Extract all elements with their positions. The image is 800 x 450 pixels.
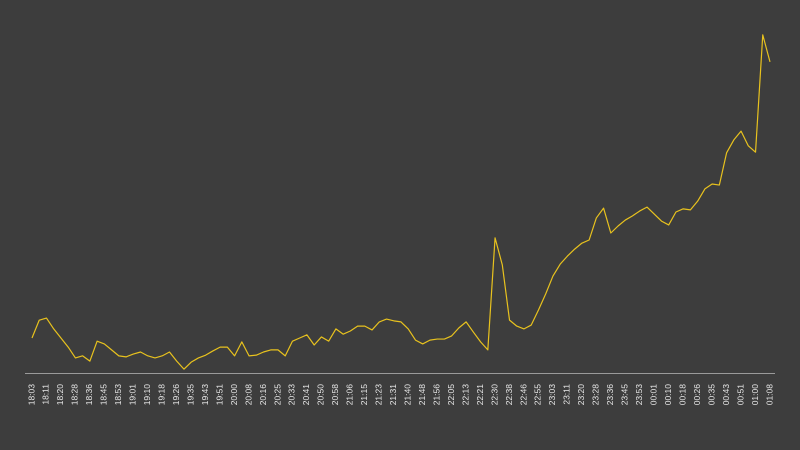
x-tick-label: 23:36 — [605, 384, 615, 406]
x-tick-label: 20:00 — [229, 384, 239, 406]
x-tick-label: 23:53 — [634, 384, 644, 406]
x-tick-label: 22:46 — [518, 384, 528, 406]
x-tick-label: 00:35 — [706, 384, 716, 406]
data-line — [31, 34, 771, 370]
x-tick-label: 20:58 — [330, 384, 340, 406]
x-tick-label: 00:26 — [692, 384, 702, 406]
x-tick-label: 01:08 — [764, 384, 774, 406]
x-tick-label: 18:53 — [113, 384, 123, 406]
x-tick-label: 20:08 — [243, 384, 253, 406]
x-tick-label: 21:15 — [359, 384, 369, 406]
x-tick-label: 21:06 — [345, 384, 355, 406]
x-tick-label: 18:11 — [41, 384, 51, 405]
x-tick-label: 18:28 — [70, 384, 80, 406]
x-tick-label: 22:55 — [533, 384, 543, 406]
x-tick-label: 20:50 — [316, 384, 326, 406]
x-tick-label: 18:36 — [84, 384, 94, 406]
x-tick-label: 00:18 — [677, 384, 687, 406]
x-tick-label: 23:03 — [547, 384, 557, 406]
x-tick-label: 01:00 — [750, 384, 760, 406]
x-tick-label: 19:10 — [142, 384, 152, 406]
x-tick-label: 21:48 — [417, 384, 427, 406]
x-tick-label: 19:01 — [128, 384, 138, 406]
x-tick-label: 19:26 — [171, 384, 181, 406]
x-tick-label: 20:41 — [301, 384, 311, 406]
x-tick-label: 20:33 — [287, 384, 297, 406]
x-tick-label: 22:05 — [446, 384, 456, 406]
x-tick-label: 19:35 — [185, 384, 195, 406]
x-tick-label: 21:23 — [374, 384, 384, 406]
x-tick-label: 21:56 — [431, 384, 441, 406]
x-tick-label: 00:51 — [735, 384, 745, 406]
x-tick-label: 22:13 — [460, 384, 470, 406]
x-tick-label: 23:45 — [620, 384, 630, 406]
x-tick-label: 23:28 — [591, 384, 601, 406]
x-tick-label: 21:31 — [388, 384, 398, 406]
x-tick-label: 18:45 — [99, 384, 109, 406]
x-tick-label: 18:20 — [55, 384, 65, 406]
x-tick-label: 23:20 — [576, 384, 586, 406]
x-tick-label: 20:16 — [258, 384, 268, 406]
x-tick-label: 19:43 — [200, 384, 210, 406]
x-tick-label: 19:18 — [156, 384, 166, 406]
x-tick-label: 21:40 — [402, 384, 412, 406]
x-tick-label: 00:10 — [663, 384, 673, 406]
x-tick-label: 00:01 — [648, 384, 658, 406]
x-tick-label: 22:30 — [489, 384, 499, 406]
x-tick-label: 23:11 — [562, 384, 572, 405]
x-tick-label: 19:51 — [214, 384, 224, 406]
x-tick-label: 22:38 — [504, 384, 514, 406]
x-tick-label: 00:43 — [721, 384, 731, 406]
x-tick-label: 18:03 — [26, 384, 36, 406]
x-tick-label: 20:25 — [272, 384, 282, 406]
x-tick-label: 22:21 — [475, 384, 485, 406]
